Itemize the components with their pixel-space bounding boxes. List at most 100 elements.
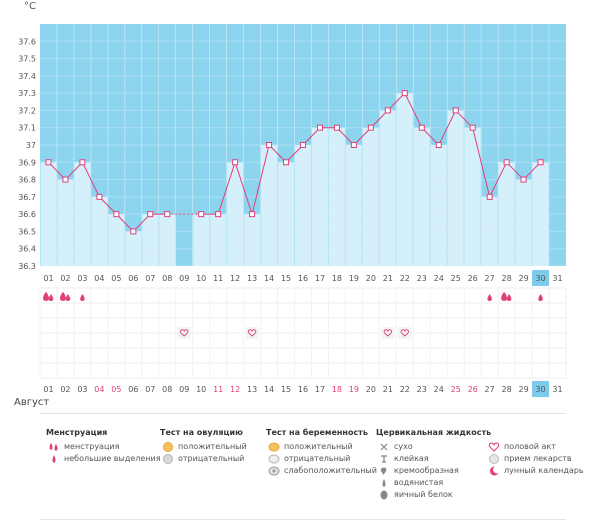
temperature-point (198, 211, 205, 218)
day-label-bottom: 09 (179, 385, 189, 394)
y-tick-label: 36.3 (18, 262, 36, 271)
day-label-top: 01 (43, 274, 53, 283)
temperature-bar (328, 127, 345, 266)
temperature-bar (532, 162, 549, 266)
pregnancy-positive-icon (268, 441, 280, 453)
drop-icon (506, 294, 512, 301)
day-label-top: 31 (552, 274, 562, 283)
temperature-bar (244, 214, 261, 266)
legend-item: кремообразная (376, 465, 576, 477)
temperature-bar (159, 214, 176, 266)
temperature-point (130, 228, 137, 235)
day-label-bottom: 29 (518, 385, 528, 394)
unit-label: °C (24, 1, 36, 12)
day-label-bottom: 25 (451, 385, 461, 394)
cross-icon (378, 441, 390, 453)
temperature-line (489, 162, 508, 198)
temperature-point (147, 211, 154, 218)
legend-item: отрицательный (160, 453, 247, 465)
day-label-bottom: 01 (43, 385, 53, 394)
day-label-bottom: 03 (77, 385, 87, 394)
temperature-point (503, 159, 510, 166)
temperature-line (234, 162, 253, 215)
temperature-bar (430, 145, 447, 266)
day-label-top: 06 (128, 274, 138, 283)
legend-menstruation-title: Менструация (46, 428, 108, 437)
legend-ovulation: Тест на овуляцию положительный отрицател… (160, 428, 247, 465)
legend-item: сухо (376, 441, 576, 453)
drop-icon (65, 294, 71, 301)
drop-icon (59, 291, 66, 301)
watery-icon (378, 477, 390, 489)
heart-cell (398, 327, 412, 339)
temperature-bar (227, 162, 244, 266)
temperature-bar (74, 162, 91, 266)
day-label-top: 26 (468, 274, 478, 283)
pregnancy-negative-icon (268, 453, 280, 465)
legend-menstruation: Менструация менструация небольшие выделе… (46, 428, 161, 465)
legend-item: менструация (46, 441, 161, 453)
day-label-bottom: 26 (468, 385, 478, 394)
legend-cervical: Цервикальная жидкость сухо клейкая кремо… (376, 428, 584, 501)
heart-icon (180, 329, 189, 337)
heart-icon (383, 329, 393, 337)
temperature-bar (108, 214, 125, 266)
legend-item: водянистая (376, 477, 576, 489)
day-label-bottom: 14 (264, 385, 274, 394)
day-label-top: 16 (298, 274, 308, 283)
temperature-chart: 36.3 36.4 36.5 36.6 36.7 36.8 36.9 37 37.1 37.2 37… (18, 24, 567, 397)
pill-icon (488, 453, 500, 465)
legend-ovulation-title: Тест на овуляцию (160, 428, 243, 437)
sticky-icon (378, 453, 390, 465)
temperature-point (469, 124, 476, 131)
day-label-bottom: 04 (94, 385, 104, 394)
temperature-bar (396, 93, 413, 267)
day-label-top: 13 (247, 274, 257, 283)
day-label-top: 22 (400, 274, 410, 283)
temperature-point (283, 159, 290, 166)
temperature-point (113, 211, 120, 218)
day-label-top: 07 (145, 274, 155, 283)
legend-item: клейкая (376, 453, 576, 465)
day-label-bottom: 24 (434, 385, 444, 394)
creamy-icon (378, 465, 390, 477)
temperature-line (404, 92, 423, 128)
y-tick-label: 37.2 (18, 106, 36, 115)
temperature-point (316, 124, 323, 131)
day-label-bottom: 16 (298, 385, 308, 394)
day-label-top: 30 (535, 274, 545, 283)
day-label-bottom: 15 (281, 385, 291, 394)
temperature-bar (210, 214, 227, 266)
day-label-top: 28 (502, 274, 512, 283)
legend-item: лунный календарь (486, 465, 584, 477)
y-tick-label: 37.5 (18, 55, 36, 64)
ovulation-negative-icon (162, 453, 174, 465)
day-label-bottom: 19 (349, 385, 359, 394)
legend-item: небольшие выделения (46, 453, 161, 465)
day-label-top: 10 (196, 274, 206, 283)
day-label-top: 20 (366, 274, 376, 283)
day-label-top: 17 (315, 274, 325, 283)
temperature-point (266, 142, 273, 148)
temperature-point (384, 107, 391, 114)
temperature-bar (193, 214, 210, 266)
temperature-bar (481, 196, 498, 266)
day-label-top: 03 (77, 274, 87, 283)
temperature-bar (515, 179, 532, 266)
drop-icon (501, 291, 508, 301)
day-label-bottom: 12 (230, 385, 240, 394)
heart-cell (381, 327, 395, 339)
day-label-top: 02 (60, 274, 70, 283)
y-tick-label: 36.4 (18, 245, 36, 254)
day-label-top: 27 (485, 274, 495, 283)
temperature-bar (345, 145, 362, 266)
temperature-point (537, 159, 544, 166)
heart-cell (177, 327, 191, 339)
y-tick-label: 36.5 (18, 227, 36, 236)
temperature-line (81, 162, 100, 198)
y-tick-label: 37.1 (18, 124, 36, 133)
day-label-bottom: 23 (417, 385, 427, 394)
y-tick-label: 36.9 (18, 158, 36, 167)
day-label-top: 25 (451, 274, 461, 283)
legend-cervical-title: Цервикальная жидкость (376, 428, 492, 437)
